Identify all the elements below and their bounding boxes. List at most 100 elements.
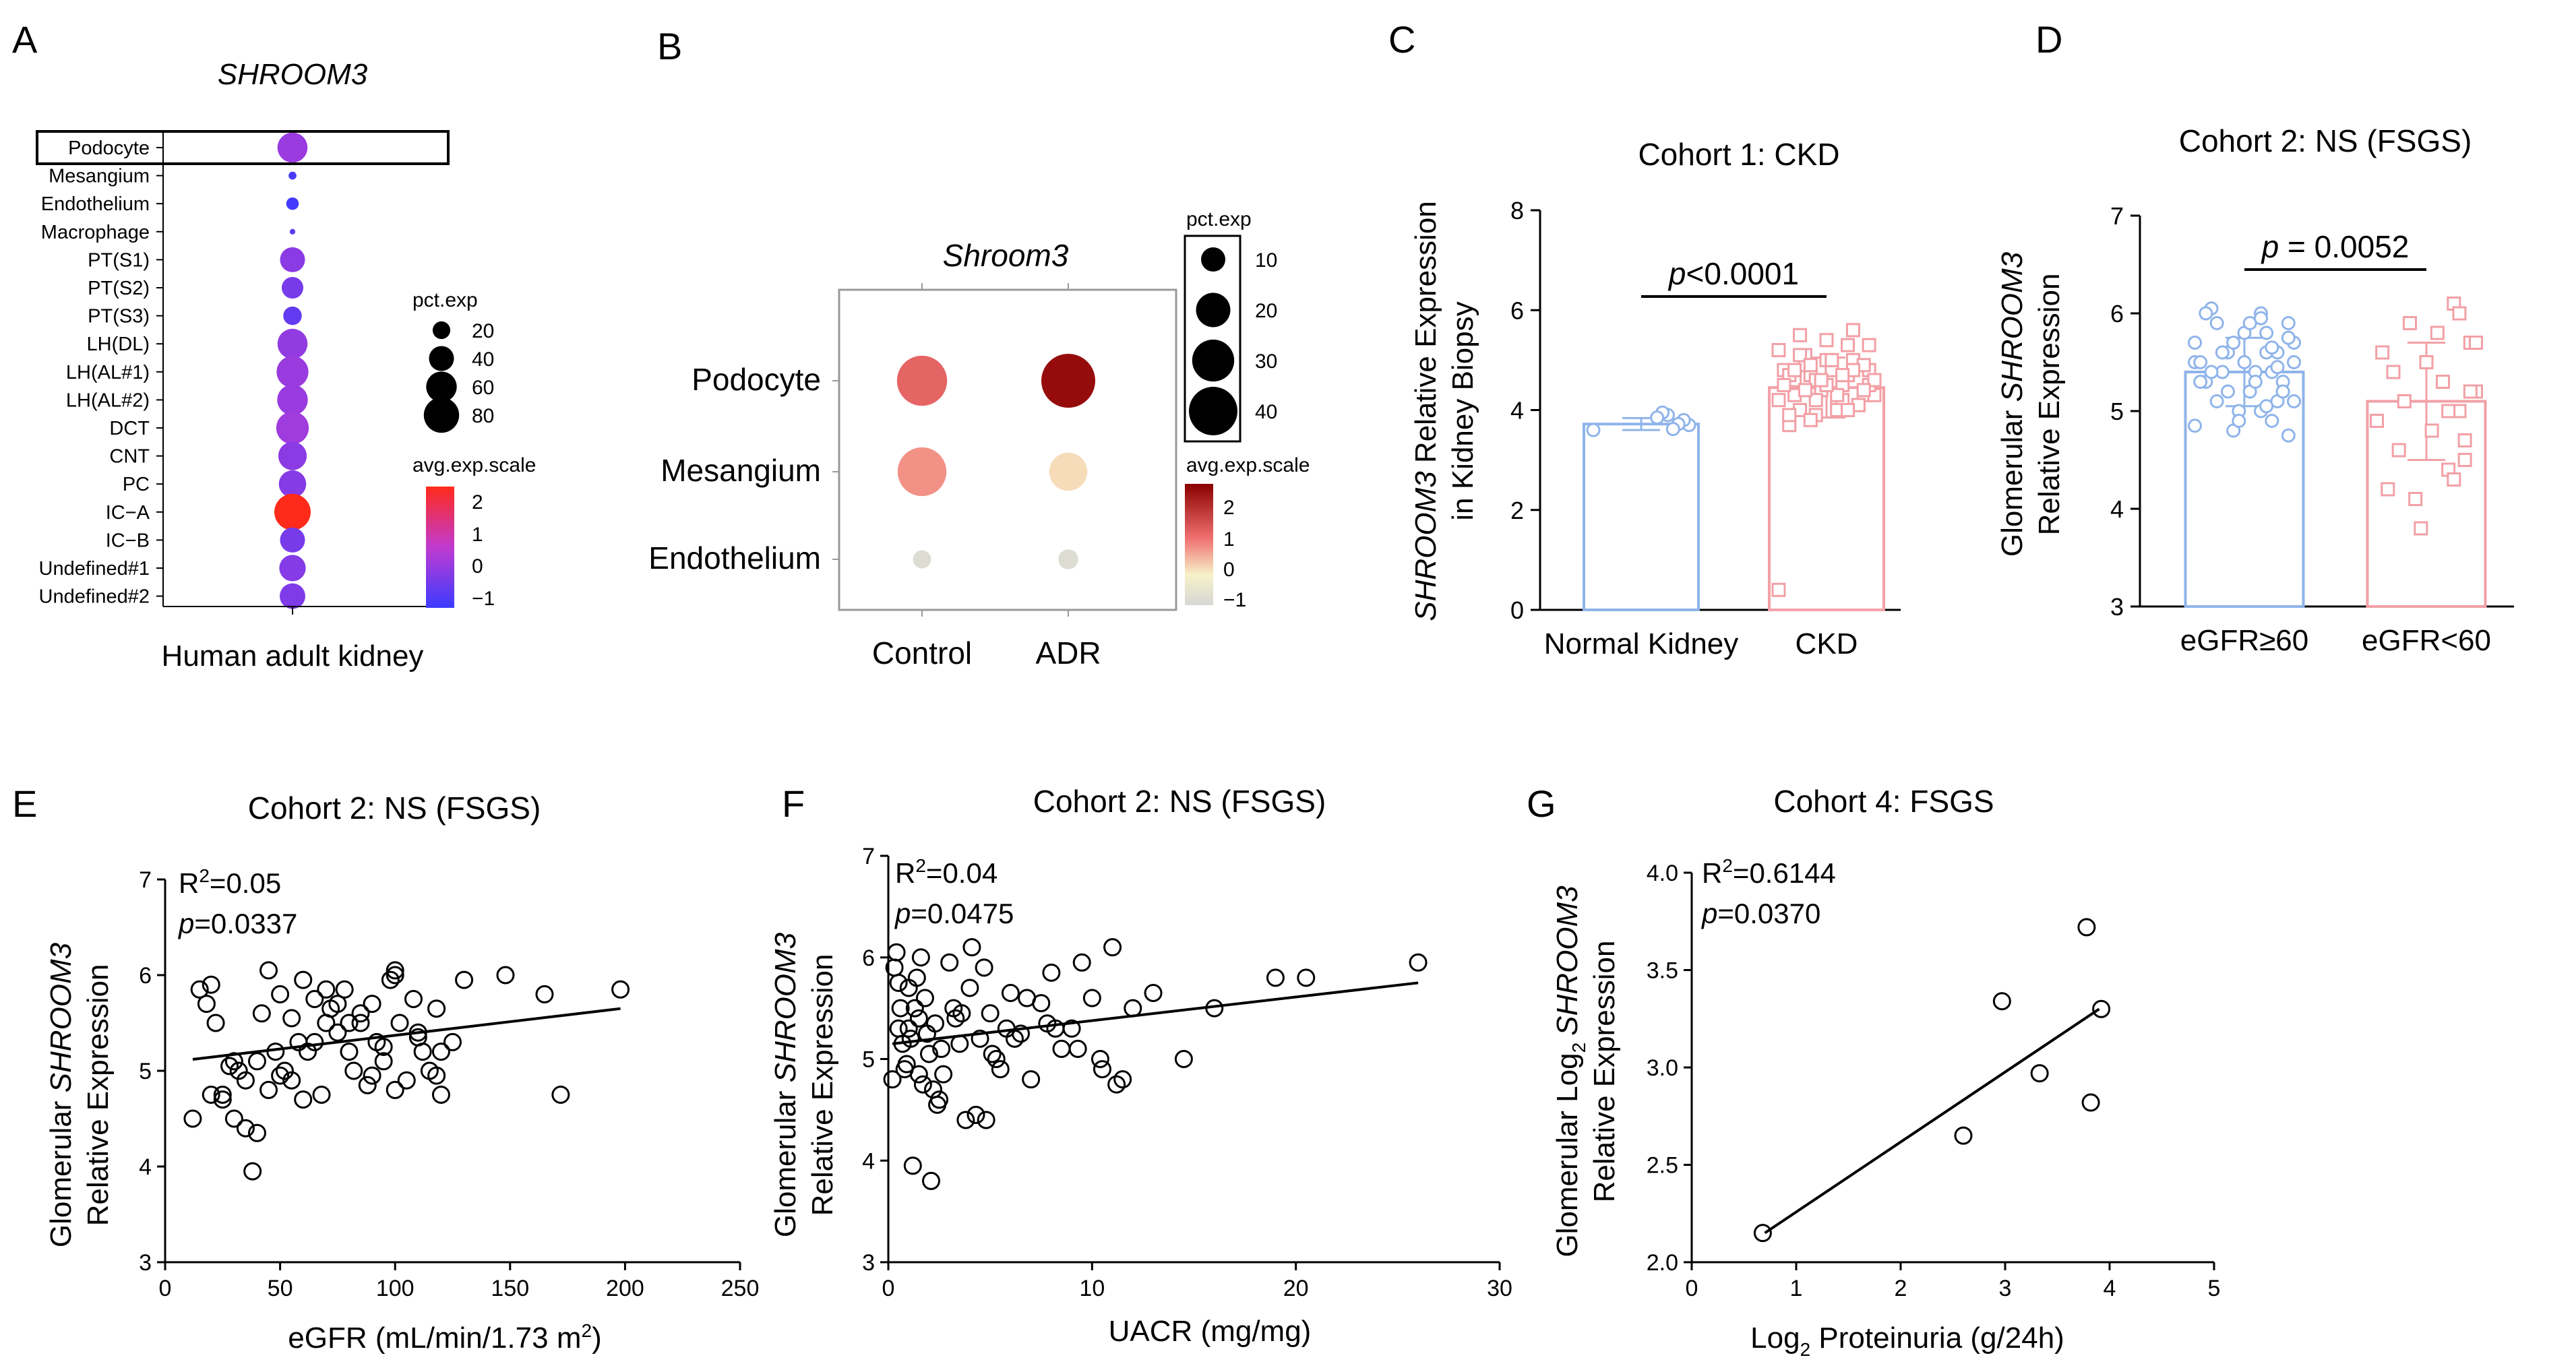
panel-e-point — [282, 1071, 301, 1090]
panel-e-y-tick-label: 7 — [139, 867, 152, 893]
panel-e-x-tick-label: 200 — [606, 1276, 644, 1301]
panel-f-point — [1113, 1070, 1132, 1089]
panel-f-point — [1266, 968, 1285, 987]
panel-d-y-tick-label: 3 — [2110, 593, 2124, 621]
panel-a-dot — [276, 356, 309, 388]
panel-f-x-tick-label: 0 — [882, 1276, 895, 1301]
panel-c-bar-chart: Cohort 1: CKD SHROOM3 Relative Expressio… — [1409, 137, 1901, 660]
panel-f-point — [932, 1039, 951, 1058]
panel-e-x-tick-label: 250 — [721, 1276, 760, 1301]
panel-g-title: Cohort 4: FSGS — [1773, 784, 1994, 819]
panel-d-point — [2226, 336, 2241, 350]
panel-b-condition-label: Control — [872, 635, 972, 671]
panel-e-point — [344, 1061, 363, 1080]
panel-f-point — [1022, 1070, 1041, 1089]
panel-f-point — [917, 1024, 936, 1043]
panel-e-title: Cohort 2: NS (FSGS) — [248, 790, 541, 826]
panel-a-dot — [277, 328, 308, 359]
panel-f-point — [913, 1075, 932, 1094]
panel-a-dot — [278, 441, 307, 470]
panel-e-x-tick-label: 0 — [159, 1276, 172, 1301]
panel-d-point — [2281, 428, 2296, 443]
panel-e-point — [390, 1014, 409, 1032]
panel-c-point — [1845, 323, 1860, 338]
panel-c-point — [1793, 328, 1808, 342]
panel-d-point — [2281, 330, 2296, 345]
panel-f-ylabel: Glomerular SHROOM3 — [769, 932, 802, 1237]
panel-f-point — [919, 1045, 938, 1063]
panel-f-point — [926, 1014, 945, 1033]
panel-f-x-tick-label: 20 — [1283, 1276, 1309, 1301]
panel-a-size-legend-label: 60 — [472, 377, 494, 399]
panel-e-point — [294, 970, 313, 989]
panel-b-dot — [1049, 452, 1088, 491]
panel-e-point — [413, 1043, 432, 1061]
panel-e-point — [243, 1162, 262, 1181]
panel-a-color-legend-title: avg.exp.scale — [412, 454, 536, 476]
panel-f-point — [983, 1045, 1002, 1063]
panel-c-pvalue: p<0.0001 — [1667, 256, 1799, 291]
panel-e-point — [551, 1086, 570, 1104]
panel-e-r2-sup: 2 — [199, 865, 210, 886]
panel-b-color-tick-label: 2 — [1223, 497, 1235, 519]
panel-c-point — [1862, 338, 1876, 352]
panel-g-r2-r: R — [1702, 857, 1722, 889]
panel-a-size-legend-dot — [426, 371, 457, 402]
panel-f-point — [962, 938, 981, 957]
panel-e-xlabel: eGFR (mL/min/1.73 m2) — [288, 1320, 601, 1355]
panel-d-point — [2281, 316, 2296, 330]
panel-a-size-legend-dot — [429, 346, 454, 371]
panel-c-point — [1665, 422, 1680, 437]
panel-c-p-value: <0.0001 — [1686, 256, 1800, 291]
panel-f-point — [1124, 999, 1142, 1018]
panel-c-point — [1803, 358, 1818, 373]
panel-f-p-value: =0.0475 — [911, 898, 1014, 929]
panel-c-category-label: CKD — [1796, 627, 1858, 660]
panel-f-x-tick-label: 10 — [1079, 1276, 1105, 1301]
panel-a-size-legend-label: 20 — [472, 320, 494, 342]
panel-d-point — [2265, 414, 2279, 428]
panel-a-dot — [274, 493, 311, 530]
panel-b-dot — [1041, 354, 1095, 408]
panel-f-fit-line — [892, 981, 1419, 1045]
panel-b-row-label: Podocyte — [692, 362, 821, 397]
panel-a-size-legend-label: 40 — [472, 348, 494, 371]
panel-a-xlabel: Human adult kidney — [162, 640, 424, 673]
panel-letter-a: A — [12, 18, 38, 61]
panel-e-point — [266, 1043, 285, 1061]
panel-c-point — [1771, 393, 1786, 408]
panel-d-bar-chart: Cohort 2: NS (FSGS) Glomerular SHROOM3 R… — [1996, 123, 2514, 657]
panel-f-point — [940, 953, 959, 972]
panel-g-point — [2077, 918, 2096, 937]
panel-f-point — [899, 1019, 918, 1038]
panel-e-point — [317, 980, 336, 999]
panel-d-point — [2457, 433, 2472, 447]
panel-d-point — [2204, 365, 2219, 379]
panel-d-pvalue: p = 0.0052 — [2261, 229, 2410, 264]
panel-g-point — [1954, 1126, 1973, 1145]
panel-e-point — [431, 1043, 450, 1061]
panel-g-ylabel-pre: Glomerular Log — [1551, 1053, 1584, 1257]
panel-c-ylabel-gene: SHROOM3 — [1409, 471, 1442, 621]
panel-f-point — [1107, 1075, 1126, 1094]
panel-e-point — [351, 1014, 370, 1032]
panel-a-row-label: Podocyte — [68, 137, 150, 159]
panel-d-y-tick-label: 7 — [2110, 202, 2124, 230]
panel-a-dot — [280, 527, 305, 553]
panel-d-point — [2397, 394, 2412, 408]
panel-e-r2-value: =0.05 — [210, 867, 281, 899]
panel-a-color-tick-label: 2 — [472, 491, 483, 514]
panel-a-dot — [276, 411, 309, 445]
panel-e-ylabel-line2: Relative Expression — [82, 964, 115, 1226]
panel-e-point — [427, 1066, 446, 1085]
panel-b-color-tick-label: 1 — [1223, 528, 1235, 551]
panel-c-ylabel: SHROOM3 Relative Expression — [1409, 201, 1442, 621]
panel-f-point — [915, 989, 934, 1007]
panel-f-point — [899, 978, 918, 997]
panel-e-point — [271, 1066, 290, 1085]
panel-b-dot — [1058, 549, 1078, 569]
panel-f-point — [960, 978, 979, 997]
panel-b-size-legend-box — [1184, 235, 1241, 443]
panel-f-point — [887, 943, 906, 962]
panel-g-ylabel-sub: 2 — [1568, 1043, 1589, 1053]
